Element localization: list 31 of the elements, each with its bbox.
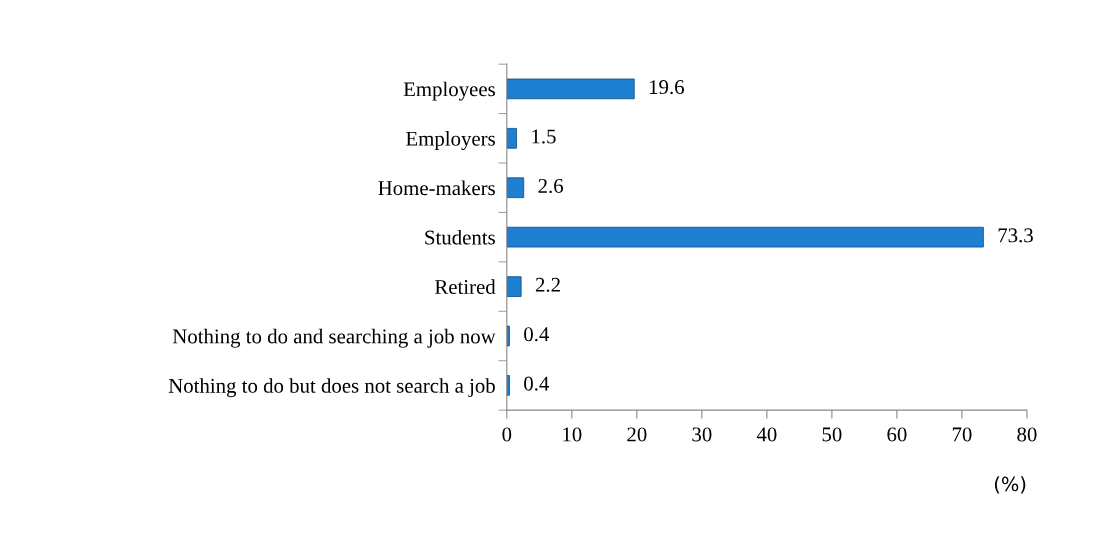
bar [506,128,517,149]
data-label: 0.4 [524,327,550,342]
data-label: 0.4 [524,376,550,391]
bar [506,226,984,248]
y-tick-label: Nothing to do and searching a job now [172,328,496,348]
bar [506,177,525,199]
data-label: 2.2 [535,277,560,292]
bar [506,375,510,396]
y-tick-label: Employees [403,81,495,101]
x-tick-label: 30 [692,427,712,442]
x-tick-label: 70 [952,427,972,442]
bar [506,276,522,297]
y-tick-label: Employers [406,131,495,151]
x-tick-label: 0 [502,427,512,442]
x-tick-label: 80 [1017,427,1037,442]
y-tick-label: Home-makers [378,180,495,196]
y-tick-label: Students [425,229,495,245]
data-label: 1.5 [532,129,556,144]
bar [506,78,635,100]
x-tick-label: 50 [822,427,842,442]
x-tick-label: 20 [627,427,647,442]
y-tick-label: Nothing to do but does not search a job [168,378,495,398]
x-axis-title: (%) [994,476,1026,494]
data-label: 2.6 [538,178,564,194]
x-tick-label: 10 [563,427,582,442]
data-label: 73.3 [998,228,1033,243]
x-tick-label: 40 [756,427,777,442]
data-label: 19.6 [649,80,684,95]
x-tick-label: 60 [887,427,907,442]
y-tick-label: Retired [434,279,496,295]
bar [506,325,510,347]
